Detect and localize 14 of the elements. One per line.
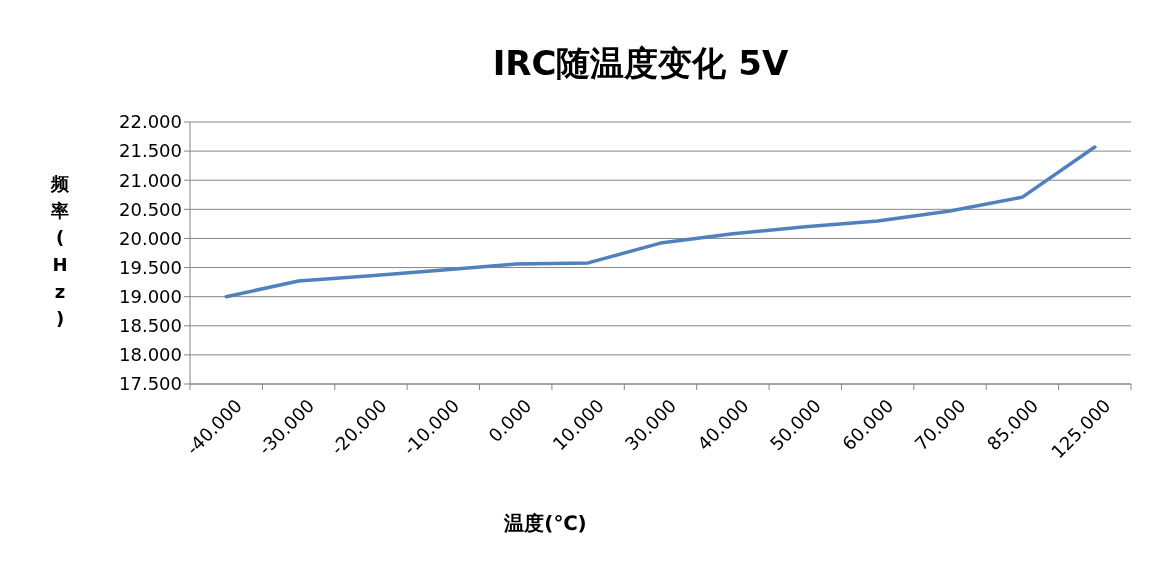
y-tick-label: 19.500 [119,256,182,278]
y-tick-label: 18.000 [119,344,182,366]
y-tick-label: 21.000 [119,169,182,191]
y-tick-label: 22.000 [119,111,182,133]
y-tick-label: 20.000 [119,227,182,249]
chart-title: IRC随温度变化 5V [492,43,789,83]
y-tick-label: 19.000 [119,285,182,307]
line-series [224,145,1097,299]
x-axis-title: 温度(℃) [503,511,587,535]
y-tick-label: 21.500 [119,140,182,162]
y-axis-title: 频率(Hz) [50,173,70,329]
y-tick-label: 20.500 [119,198,182,220]
y-tick-label: 17.500 [119,373,182,395]
y-tick-label: 18.500 [119,315,182,337]
